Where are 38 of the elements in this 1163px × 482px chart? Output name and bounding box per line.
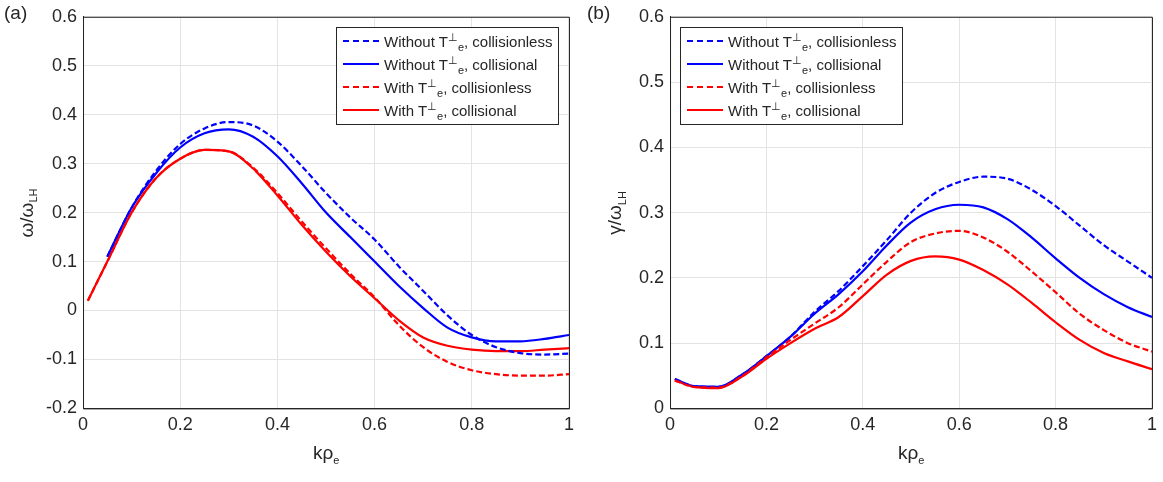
y-tick-label: 0.1	[51, 250, 78, 271]
legend-label: Without T$^{⊥}$$_{e}$, collisionless	[728, 30, 897, 53]
y-tick-label: 0.5	[51, 54, 78, 75]
y-tick-label: 0.4	[51, 103, 78, 124]
y-tick-label: 0	[67, 299, 78, 320]
y-tick-label: 0.6	[51, 5, 78, 26]
x-tick-label: 0.2	[753, 414, 779, 435]
x-tick-label: 0.4	[850, 414, 876, 435]
y-tick-label: 0.1	[638, 332, 665, 353]
x-tick-label: 0.8	[1043, 414, 1069, 435]
x-tick-label: 0.4	[264, 414, 290, 435]
x-axis-title: kρ$_{e}$	[898, 442, 925, 467]
legend-label: Without T$^{⊥}$$_{e}$, collisionless	[383, 30, 553, 53]
x-tick-label: 0.8	[459, 414, 485, 435]
legend-label: With T$^{⊥}$$_{e}$, collisional	[383, 99, 517, 122]
x-axis-title: kρ$_{e}$	[313, 442, 340, 467]
x-tick-label: 0.2	[167, 414, 193, 435]
legend-label: With T$^{⊥}$$_{e}$, collisional	[728, 99, 861, 122]
x-tick-label: 0.6	[362, 414, 388, 435]
y-tick-label: 0.3	[638, 201, 665, 222]
legend-label: Without T$^{⊥}$$_{e}$, collisional	[383, 53, 538, 76]
chart-title: (a)	[4, 2, 28, 24]
x-tick-label: 1	[563, 414, 574, 435]
y-tick-label: -0.1	[45, 348, 78, 369]
x-tick-label: 1	[1146, 414, 1157, 435]
y-tick-label: -0.2	[45, 397, 78, 418]
y-tick-label: 0.5	[638, 71, 665, 92]
y-tick-label: 0	[654, 397, 665, 418]
chart-title: (b)	[587, 2, 611, 24]
legend-label: With T$^{⊥}$$_{e}$, collisionless	[728, 76, 876, 99]
legend-label: With T$^{⊥}$$_{e}$, collisionless	[383, 76, 532, 99]
y-tick-label: 0.6	[638, 5, 665, 26]
y-tick-label: 0.3	[51, 152, 78, 173]
y-tick-label: 0.4	[638, 136, 665, 157]
x-tick-label: 0.6	[946, 414, 972, 435]
legend-label: Without T$^{⊥}$$_{e}$, collisional	[728, 53, 882, 76]
y-tick-label: 0.2	[638, 266, 665, 287]
y-tick-label: 0.2	[51, 201, 78, 222]
